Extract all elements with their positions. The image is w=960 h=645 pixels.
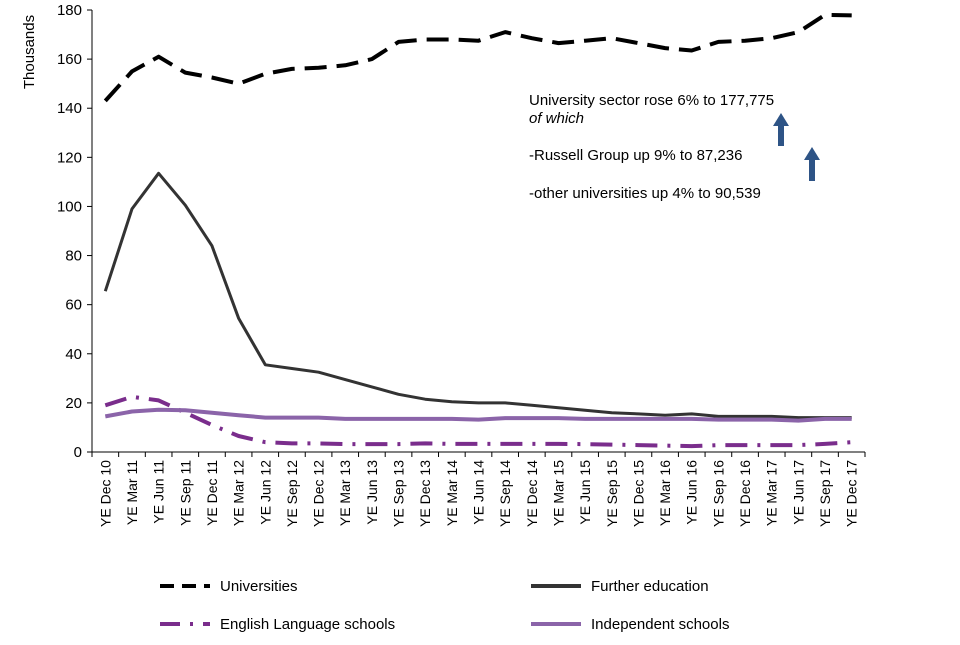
x-tick-label: YE Jun 14	[471, 460, 487, 525]
x-tick-label: YE Jun 12	[257, 460, 273, 525]
x-tick-label: YE Mar 17	[764, 460, 780, 526]
series-line-english-language-schools	[104, 394, 852, 449]
x-tick-label: YE Sep 16	[710, 460, 726, 527]
annotation-university-sector: University sector rose 6% to 177,775	[529, 92, 775, 109]
legend-label: Further education	[591, 578, 709, 595]
y-tick-label: 180	[57, 2, 82, 19]
x-tick-label: YE Jun 17	[790, 460, 806, 525]
series-line-further-education	[103, 171, 852, 420]
x-tick-label: YE Mar 15	[550, 460, 566, 526]
legend-item: English Language schools	[160, 616, 395, 633]
y-tick-label: 120	[57, 149, 82, 166]
x-tick-label: YE Dec 13	[417, 460, 433, 527]
legend-item: Independent schools	[531, 616, 729, 633]
x-tick-label: YE Mar 16	[657, 460, 673, 526]
y-tick-label: 80	[65, 248, 82, 265]
legend-label: Universities	[220, 578, 298, 595]
x-tick-label: YE Jun 11	[151, 460, 167, 524]
x-tick-label: YE Dec 16	[737, 460, 753, 527]
x-tick-label: YE Jun 13	[364, 460, 380, 525]
y-axis-title: Thousands	[21, 15, 38, 89]
other-universities-up-arrow-icon	[804, 147, 820, 181]
x-tick-label: YE Dec 11	[204, 460, 220, 526]
series-line-independent-schools	[104, 407, 852, 423]
x-tick-label: YE Sep 14	[497, 460, 513, 527]
legend-item: Further education	[531, 578, 709, 595]
x-tick-label: YE Mar 13	[337, 460, 353, 526]
arrow-head	[804, 147, 820, 160]
y-tick-label: 100	[57, 198, 82, 215]
x-tick-label: YE Sep 15	[604, 460, 620, 527]
x-tick-label: YE Dec 15	[630, 460, 646, 527]
x-tick-label: YE Mar 11	[124, 460, 140, 525]
legend-label: English Language schools	[220, 616, 395, 633]
annotation-russell-group: -Russell Group up 9% to 87,236	[529, 147, 743, 164]
x-tick-label: YE Dec 12	[311, 460, 327, 527]
annotation-of-which: of which	[529, 110, 585, 127]
x-tick-label: YE Sep 17	[817, 460, 833, 527]
series-line-universities	[103, 12, 852, 103]
y-tick-label: 160	[57, 51, 82, 68]
x-tick-label: YE Jun 16	[684, 460, 700, 525]
arrow-shaft	[778, 125, 784, 146]
x-tick-label: YE Dec 14	[524, 460, 540, 527]
y-tick-label: 60	[65, 297, 82, 314]
y-tick-label: 40	[65, 346, 82, 363]
x-tick-label: YE Dec 10	[97, 460, 113, 527]
x-tick-label: YE Sep 11	[177, 460, 193, 526]
arrow-shaft	[809, 159, 815, 181]
x-tick-label: YE Jun 15	[577, 460, 593, 525]
x-tick-label: YE Sep 13	[391, 460, 407, 527]
y-tick-label: 140	[57, 100, 82, 117]
annotation-other-universities: -other universities up 4% to 90,539	[529, 185, 761, 202]
legend-item: Universities	[160, 578, 298, 595]
legend-label: Independent schools	[591, 616, 729, 633]
x-tick-label: YE Mar 14	[444, 460, 460, 526]
x-tick-label: YE Sep 12	[284, 460, 300, 527]
y-tick-label: 0	[74, 444, 82, 461]
arrow-head	[773, 113, 789, 126]
x-tick-label: YE Dec 17	[844, 460, 860, 527]
y-tick-label: 20	[65, 395, 82, 412]
x-tick-label: YE Mar 12	[231, 460, 247, 526]
russell-group-up-arrow-icon	[773, 113, 789, 146]
